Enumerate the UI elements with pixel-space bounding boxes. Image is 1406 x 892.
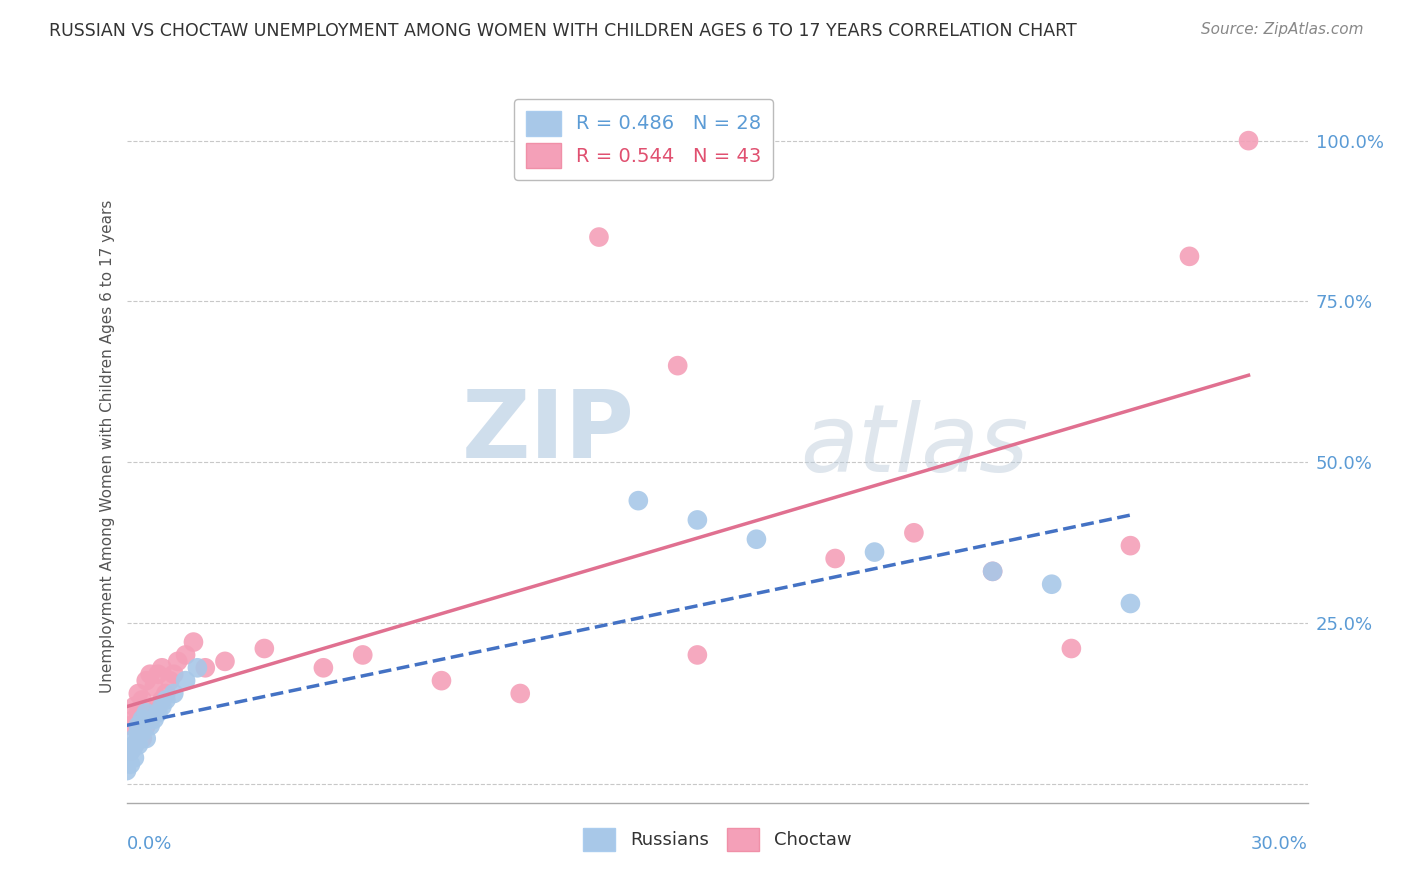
Point	[120, 719, 142, 733]
Point	[124, 751, 146, 765]
Point	[131, 731, 153, 746]
Point	[150, 699, 173, 714]
Text: Source: ZipAtlas.com: Source: ZipAtlas.com	[1201, 22, 1364, 37]
Point	[146, 706, 169, 720]
Point	[214, 654, 236, 668]
Point	[627, 493, 650, 508]
Legend: Russians, Choctaw: Russians, Choctaw	[575, 821, 859, 858]
Point	[745, 533, 768, 547]
Point	[155, 693, 177, 707]
Point	[127, 706, 149, 720]
Point	[163, 686, 186, 700]
Point	[666, 359, 689, 373]
Point	[312, 661, 335, 675]
Text: 0.0%: 0.0%	[127, 835, 172, 853]
Point	[124, 738, 146, 752]
Point	[143, 712, 166, 726]
Point	[903, 525, 925, 540]
Point	[139, 712, 162, 726]
Point	[1040, 577, 1063, 591]
Point	[143, 680, 166, 694]
Point	[430, 673, 453, 688]
Point	[120, 744, 142, 758]
Point	[146, 667, 169, 681]
Point	[120, 757, 142, 772]
Point	[981, 565, 1004, 579]
Point	[127, 686, 149, 700]
Text: atlas: atlas	[800, 401, 1028, 491]
Point	[509, 686, 531, 700]
Point	[1060, 641, 1083, 656]
Point	[352, 648, 374, 662]
Point	[135, 706, 157, 720]
Point	[127, 738, 149, 752]
Point	[1178, 249, 1201, 263]
Point	[131, 725, 153, 739]
Point	[1119, 597, 1142, 611]
Point	[1237, 134, 1260, 148]
Point	[163, 667, 186, 681]
Point	[124, 699, 146, 714]
Point	[120, 744, 142, 758]
Point	[124, 738, 146, 752]
Point	[253, 641, 276, 656]
Point	[183, 635, 205, 649]
Point	[174, 648, 197, 662]
Point	[174, 673, 197, 688]
Point	[115, 764, 138, 778]
Point	[146, 699, 169, 714]
Point	[588, 230, 610, 244]
Text: RUSSIAN VS CHOCTAW UNEMPLOYMENT AMONG WOMEN WITH CHILDREN AGES 6 TO 17 YEARS COR: RUSSIAN VS CHOCTAW UNEMPLOYMENT AMONG WO…	[49, 22, 1077, 40]
Text: ZIP: ZIP	[461, 385, 634, 478]
Point	[124, 731, 146, 746]
Point	[135, 673, 157, 688]
Point	[127, 719, 149, 733]
Point	[150, 693, 173, 707]
Point	[127, 725, 149, 739]
Point	[155, 686, 177, 700]
Point	[135, 731, 157, 746]
Point	[186, 661, 208, 675]
Point	[824, 551, 846, 566]
Point	[135, 719, 157, 733]
Y-axis label: Unemployment Among Women with Children Ages 6 to 17 years: Unemployment Among Women with Children A…	[100, 199, 115, 693]
Point	[131, 693, 153, 707]
Text: 30.0%: 30.0%	[1251, 835, 1308, 853]
Point	[127, 725, 149, 739]
Point	[159, 673, 181, 688]
Point	[150, 661, 173, 675]
Point	[1119, 539, 1142, 553]
Point	[686, 648, 709, 662]
Point	[139, 667, 162, 681]
Point	[166, 654, 188, 668]
Point	[139, 719, 162, 733]
Point	[143, 706, 166, 720]
Point	[131, 712, 153, 726]
Point	[981, 565, 1004, 579]
Point	[863, 545, 886, 559]
Point	[124, 712, 146, 726]
Point	[194, 661, 217, 675]
Point	[686, 513, 709, 527]
